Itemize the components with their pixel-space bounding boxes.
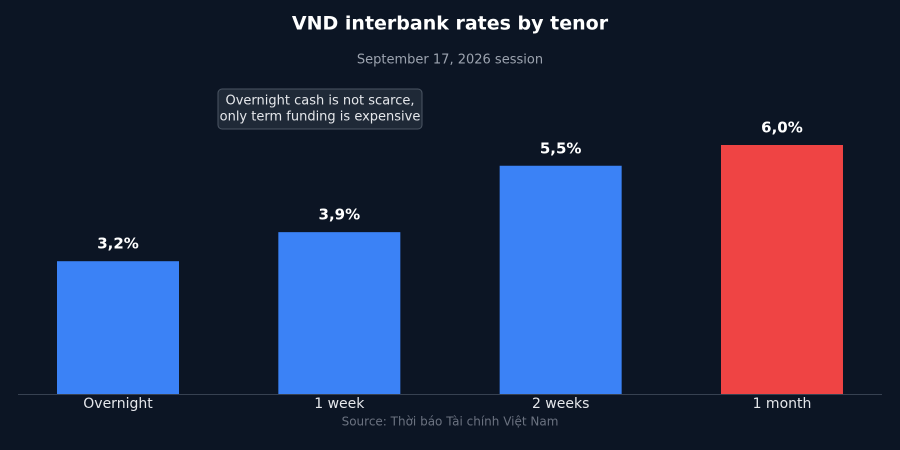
x-tick-label: 2 weeks [532,396,589,412]
bar [499,165,622,394]
x-tick-label: Overnight [83,396,153,412]
annotation-line: only term funding is expensive [220,110,421,125]
value-label: 3,9% [319,206,361,224]
value-label: 5,5% [540,139,582,157]
source: Source: Thời báo Tài chính Việt Nam [342,415,559,429]
bar [278,232,401,394]
bar [720,145,843,394]
chart-title: VND interbank rates by tenor [292,13,609,35]
value-label: 3,2% [97,235,139,253]
x-tick-label: 1 week [314,396,365,412]
annotation-line: Overnight cash is not scarce, [225,94,414,109]
chart-subtitle: September 17, 2026 session [357,53,543,68]
bar [57,261,179,394]
x-tick-label: 1 month [753,396,812,412]
value-label: 6,0% [761,119,803,137]
annotation-box [217,88,423,130]
